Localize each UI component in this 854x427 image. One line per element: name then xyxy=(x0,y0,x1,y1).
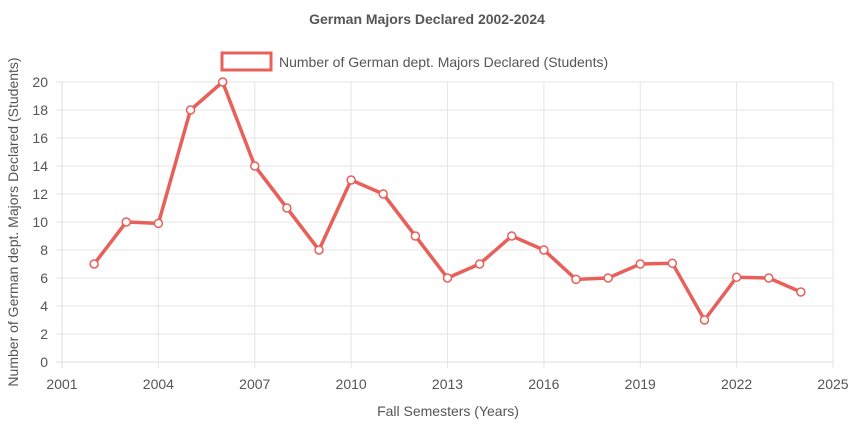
legend[interactable]: Number of German dept. Majors Declared (… xyxy=(220,51,608,72)
data-point[interactable] xyxy=(121,217,131,227)
y-tick-label: 20 xyxy=(32,74,48,90)
data-point[interactable] xyxy=(346,175,356,185)
grid xyxy=(56,81,834,368)
series xyxy=(89,77,806,325)
data-point[interactable] xyxy=(282,203,292,213)
x-tick-label: 2013 xyxy=(432,376,463,392)
y-tick-label: 0 xyxy=(40,354,48,370)
data-point[interactable] xyxy=(217,77,228,87)
data-point[interactable] xyxy=(731,272,742,283)
x-tick-label: 2025 xyxy=(817,376,848,392)
data-point[interactable] xyxy=(764,273,774,283)
data-point[interactable] xyxy=(507,231,517,241)
y-tick-label: 14 xyxy=(32,158,48,174)
x-tick-label: 2001 xyxy=(46,376,77,392)
y-axis-title: Number of German dept. Majors Declared (… xyxy=(5,57,21,386)
data-point[interactable] xyxy=(699,315,710,325)
y-tick-label: 12 xyxy=(32,186,48,202)
data-point[interactable] xyxy=(796,287,806,297)
data-point[interactable] xyxy=(603,273,613,283)
legend-label: Number of German dept. Majors Declared (… xyxy=(279,54,608,70)
y-tick-label: 2 xyxy=(40,326,48,342)
y-tick-label: 16 xyxy=(32,130,48,146)
y-tick-label: 18 xyxy=(32,102,48,118)
y-tick-label: 10 xyxy=(32,214,48,230)
data-point[interactable] xyxy=(539,245,549,255)
x-tick-label: 2019 xyxy=(625,376,656,392)
data-point[interactable] xyxy=(442,273,453,283)
x-tick-label: 2022 xyxy=(721,376,752,392)
data-point[interactable] xyxy=(410,231,421,241)
x-tick-label: 2010 xyxy=(336,376,367,392)
y-tick-label: 6 xyxy=(40,270,48,286)
data-point[interactable] xyxy=(89,259,99,269)
x-tick-label: 2004 xyxy=(143,376,174,392)
y-tick-label: 8 xyxy=(40,242,48,258)
x-tick-label: 2016 xyxy=(528,376,559,392)
x-axis-title: Fall Semesters (Years) xyxy=(377,403,519,419)
data-point[interactable] xyxy=(571,274,581,285)
axes: 0 2 4 6 8 10 12 14 16 18 20 2001 2004 2007 2010 2013 201… xyxy=(32,74,848,392)
data-point[interactable] xyxy=(667,258,678,269)
y-tick-label: 4 xyxy=(40,298,48,314)
data-point[interactable] xyxy=(153,218,164,229)
legend-swatch xyxy=(220,51,273,72)
data-point[interactable] xyxy=(250,161,260,171)
chart-title: German Majors Declared 2002-2024 xyxy=(309,11,545,27)
data-point[interactable] xyxy=(314,245,324,255)
data-point[interactable] xyxy=(635,259,645,269)
data-point[interactable] xyxy=(378,189,388,199)
x-tick-label: 2007 xyxy=(239,376,270,392)
data-point[interactable] xyxy=(185,105,196,115)
data-point[interactable] xyxy=(474,259,485,269)
